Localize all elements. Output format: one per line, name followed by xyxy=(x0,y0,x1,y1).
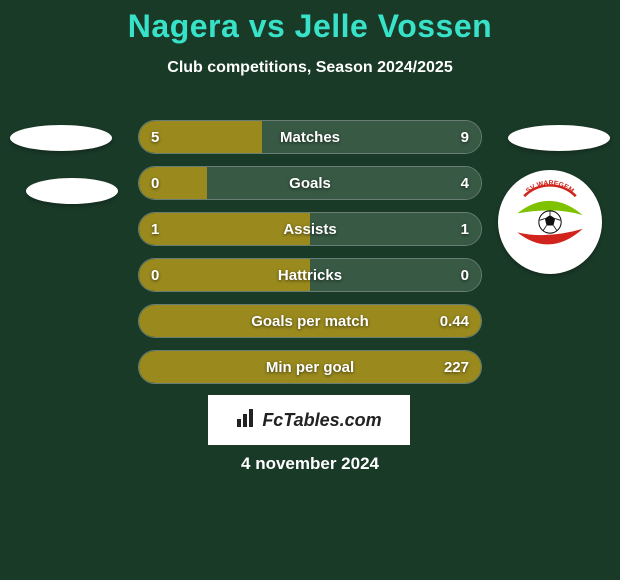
stat-value-right: 4 xyxy=(461,167,469,199)
stat-row: Matches5 9 xyxy=(138,120,482,154)
stat-value-left: 5 xyxy=(151,121,159,153)
brand-label: FcTables.com xyxy=(262,410,381,431)
stat-label: Matches xyxy=(139,121,481,153)
club-badge-right: SV WAREGEM xyxy=(498,170,602,274)
player-right-oval xyxy=(508,125,610,151)
stat-row: Goals0 4 xyxy=(138,166,482,200)
bars-icon xyxy=(236,409,256,432)
stat-label: Goals xyxy=(139,167,481,199)
page-title: Nagera vs Jelle Vossen xyxy=(0,0,620,45)
svg-text:SV WAREGEM: SV WAREGEM xyxy=(525,180,575,195)
stat-value-left: 1 xyxy=(151,213,159,245)
stat-label: Assists xyxy=(139,213,481,245)
stat-label: Min per goal xyxy=(139,351,481,383)
stat-row: Assists1 1 xyxy=(138,212,482,246)
stat-value-left: 0 xyxy=(151,259,159,291)
stat-value-right: 0 xyxy=(461,259,469,291)
date-label: 4 november 2024 xyxy=(0,454,620,474)
stat-value-left: 0 xyxy=(151,167,159,199)
brand-footer[interactable]: FcTables.com xyxy=(208,395,410,445)
club-badge-icon: SV WAREGEM xyxy=(507,179,593,265)
stat-row: Goals per match0.44 xyxy=(138,304,482,338)
subtitle: Club competitions, Season 2024/2025 xyxy=(0,59,620,77)
stat-label: Goals per match xyxy=(139,305,481,337)
stat-value-right: 9 xyxy=(461,121,469,153)
player-left-oval-1 xyxy=(10,125,112,151)
stat-label: Hattricks xyxy=(139,259,481,291)
player-left-oval-2 xyxy=(26,178,118,204)
stat-row: Hattricks0 0 xyxy=(138,258,482,292)
stats-bars: Matches59Goals04Assists11Hattricks00Goal… xyxy=(138,120,482,396)
stat-value-right: 1 xyxy=(461,213,469,245)
stat-value-right: 0.44 xyxy=(440,305,469,337)
stat-value-right: 227 xyxy=(444,351,469,383)
stat-row: Min per goal227 xyxy=(138,350,482,384)
